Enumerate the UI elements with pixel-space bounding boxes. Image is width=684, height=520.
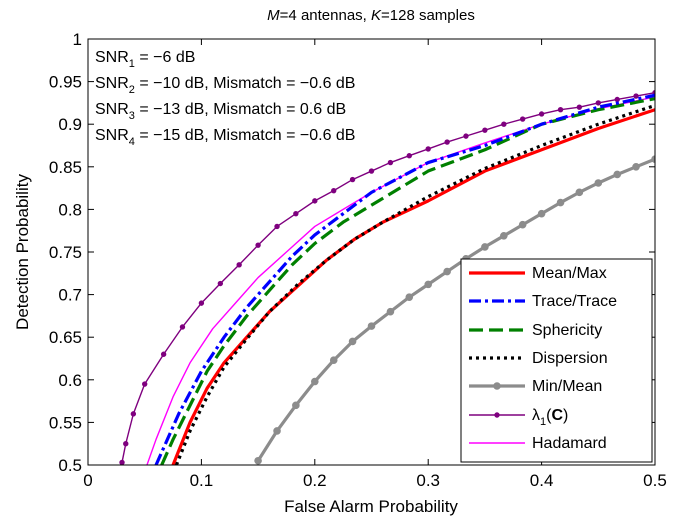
data-point-1-c xyxy=(557,107,564,113)
data-point-min-mean xyxy=(424,280,433,289)
data-point-1-c xyxy=(501,121,507,127)
data-point-min-mean xyxy=(273,427,281,435)
data-point-min-mean xyxy=(443,267,451,276)
tick-layer: 0 0.1 0.2 0.3 0.4 0.5 0.5 0.55 0.6 0.65 0.7 0.75 0.8… xyxy=(49,30,667,490)
data-point-1-c xyxy=(595,100,601,106)
data-point-1-c xyxy=(142,381,148,387)
data-point-1-c xyxy=(463,133,469,139)
data-point-min-mean xyxy=(500,232,508,240)
series-line-trace-trace xyxy=(154,93,655,465)
x-tick-label: 0.4 xyxy=(530,471,554,490)
data-point-1-c xyxy=(538,111,545,117)
data-point-1-c xyxy=(123,441,129,447)
data-point-1-c xyxy=(519,116,526,122)
data-point-1-c xyxy=(198,300,205,306)
series-line-sphericity xyxy=(160,97,655,465)
x-axis-title: False Alarm Probability xyxy=(284,497,458,516)
y-tick-label: 0.95 xyxy=(49,73,82,92)
series-layer xyxy=(119,89,655,465)
data-point-min-mean xyxy=(329,356,338,365)
data-point-min-mean xyxy=(348,337,357,346)
x-tick-label: 0.3 xyxy=(416,471,440,490)
data-point-min-mean xyxy=(556,198,565,207)
x-tick-label: 0.2 xyxy=(303,471,327,490)
series-line-min-mean xyxy=(256,157,655,462)
data-point-1-c xyxy=(482,127,488,133)
y-tick-label: 1 xyxy=(73,30,82,49)
data-point-1-c xyxy=(130,411,137,417)
legend-samples xyxy=(469,271,525,444)
data-point-1-c xyxy=(217,280,224,287)
legend-marker-1-c xyxy=(494,412,500,418)
data-point-1-c xyxy=(425,146,431,152)
y-tick-label: 0.65 xyxy=(49,328,82,347)
y-tick-label: 0.9 xyxy=(58,115,82,134)
chart-title: M=4 antennas, K=128 samples xyxy=(267,7,475,24)
data-point-1-c xyxy=(312,198,318,204)
data-point-min-mean xyxy=(651,155,655,163)
data-point-min-mean xyxy=(518,220,527,229)
data-point-1-c xyxy=(444,139,450,145)
y-tick-label: 0.75 xyxy=(49,243,82,262)
series-line-mean-max xyxy=(171,108,655,465)
y-tick-label: 0.7 xyxy=(58,286,82,305)
legend: Mean/Max Trace/Trace Sphericity Dispersi… xyxy=(460,258,653,463)
legend-label-hadamard: Hadamard xyxy=(532,435,607,452)
x-tick-label: 0.1 xyxy=(190,471,214,490)
series-line-dispersion xyxy=(174,103,655,465)
data-point-1-c xyxy=(160,351,167,357)
data-point-min-mean xyxy=(537,209,546,218)
x-tick-label: 0 xyxy=(83,471,92,490)
data-point-1-c xyxy=(349,176,356,183)
data-point-1-c xyxy=(331,187,337,194)
data-point-1-c xyxy=(179,324,186,330)
data-point-1-c xyxy=(255,242,261,248)
data-point-1-c xyxy=(368,168,375,174)
snr-annotations: SNR1 = −6 dB SNR2 = −10 dB, Mismatch = −… xyxy=(95,49,355,148)
legend-label-dispersion: Dispersion xyxy=(532,350,608,367)
y-tick-label: 0.5 xyxy=(58,456,82,475)
data-point-min-mean xyxy=(367,322,376,330)
y-tick-label: 0.85 xyxy=(49,158,82,177)
legend-label-mean-max: Mean/Max xyxy=(532,265,607,282)
snr-annotation-1: SNR1 = −6 dB xyxy=(95,49,195,70)
data-point-1-c xyxy=(406,153,412,159)
legend-label-trace-trace: Trace/Trace xyxy=(532,293,617,310)
data-point-1-c xyxy=(387,159,394,166)
data-point-min-mean xyxy=(613,170,622,179)
y-tick-label: 0.8 xyxy=(58,200,82,219)
data-point-1-c xyxy=(274,223,280,230)
data-point-min-mean xyxy=(386,307,395,316)
data-point-1-c xyxy=(236,262,242,268)
legend-box xyxy=(460,258,653,463)
data-point-min-mean xyxy=(292,401,300,410)
data-point-1-c xyxy=(119,459,125,465)
snr-annotation-3: SNR3 = −13 dB, Mismatch = 0.6 dB xyxy=(95,101,346,122)
data-point-min-mean xyxy=(254,456,262,465)
snr-annotation-2: SNR2 = −10 dB, Mismatch = −0.6 dB xyxy=(95,75,355,96)
y-tick-label: 0.6 xyxy=(58,371,82,390)
snr-annotation-4: SNR4 = −15 dB, Mismatch = −0.6 dB xyxy=(95,127,355,148)
data-point-min-mean xyxy=(632,163,640,171)
x-tick-label: 0.5 xyxy=(643,471,667,490)
legend-label-sphericity: Sphericity xyxy=(532,322,602,339)
legend-marker-min-mean xyxy=(493,382,501,390)
y-axis-title: Detection Probability xyxy=(13,174,32,330)
y-tick-label: 0.55 xyxy=(49,413,82,432)
data-point-min-mean xyxy=(594,179,603,187)
legend-label-min-mean: Min/Mean xyxy=(532,378,602,395)
legend-label-lambda1: λ1(C) xyxy=(532,407,568,428)
data-point-min-mean xyxy=(481,243,489,251)
data-point-min-mean xyxy=(575,188,584,197)
data-point-1-c xyxy=(293,210,299,217)
data-point-1-c xyxy=(633,93,639,99)
data-point-min-mean xyxy=(405,293,414,301)
data-point-min-mean xyxy=(311,377,319,386)
data-point-1-c xyxy=(614,96,620,103)
data-point-1-c xyxy=(576,104,583,110)
